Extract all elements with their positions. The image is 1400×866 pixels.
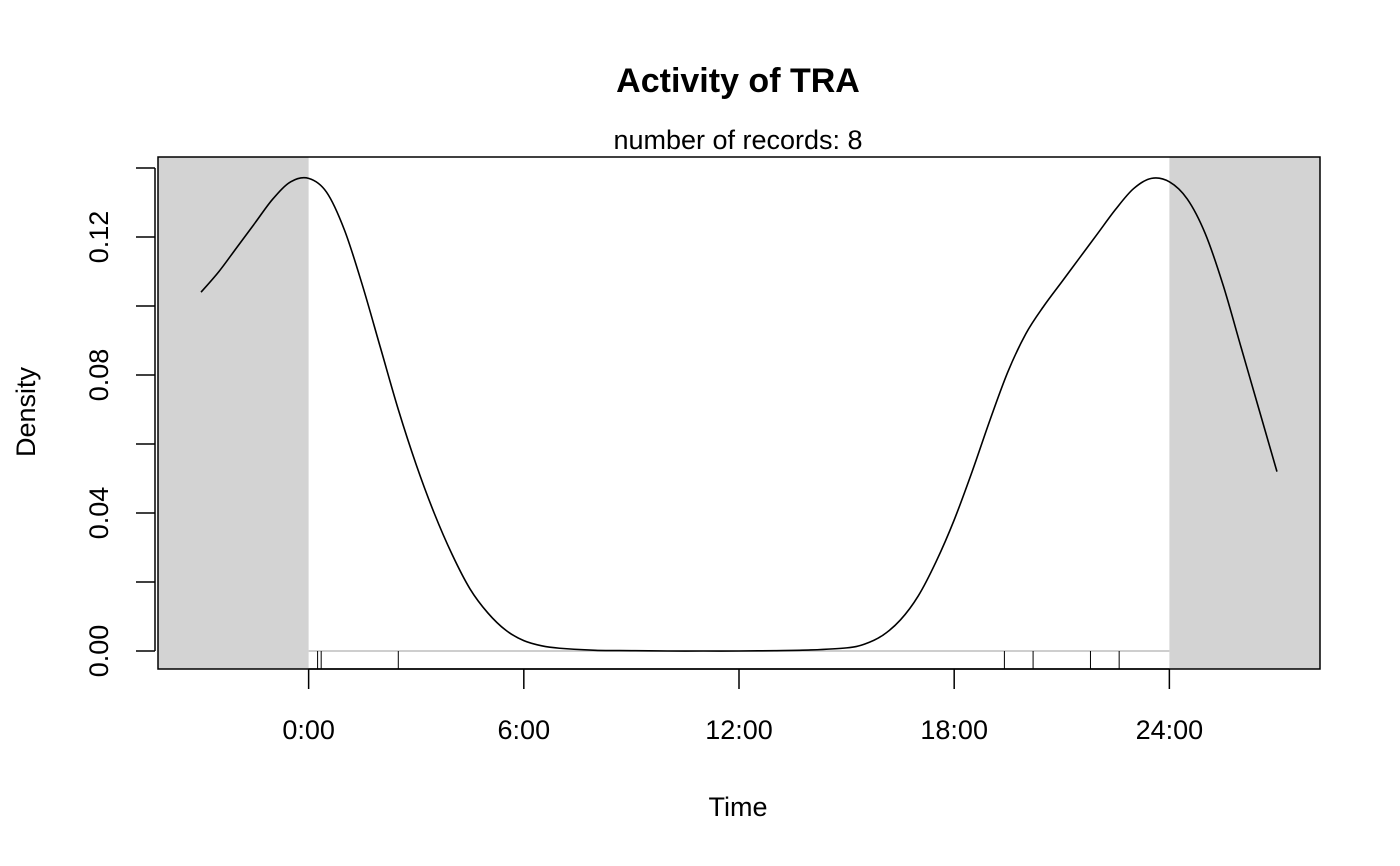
shaded-night-regions (158, 157, 1320, 669)
plot-frame (157, 156, 1321, 670)
x-axis: 0:00 6:00 12:00 18:00 24:00 (282, 668, 1204, 745)
x-tick-label: 0:00 (282, 715, 335, 745)
x-tick-label: 18:00 (920, 715, 988, 745)
shaded-region-1 (1169, 157, 1320, 669)
y-axis: 0.00 0.04 0.08 0.12 (84, 167, 156, 678)
chart-subtitle: number of records: 8 (613, 125, 862, 155)
x-tick-label: 6:00 (498, 715, 551, 745)
density-curve-layer (200, 176, 1278, 652)
x-axis-title: Time (709, 792, 768, 822)
shaded-region-0 (158, 157, 309, 669)
chart-title: Activity of TRA (616, 62, 860, 100)
x-tick-label: 12:00 (705, 715, 773, 745)
x-tick-label: 24:00 (1136, 715, 1204, 745)
y-axis-title: Density (11, 366, 41, 457)
y-tick-label: 0.00 (84, 625, 114, 678)
rug-marks (317, 651, 1120, 669)
y-tick-label: 0.04 (84, 487, 114, 540)
y-tick-label: 0.12 (84, 211, 114, 264)
density-curve (200, 176, 1278, 652)
y-tick-label: 0.08 (84, 349, 114, 402)
